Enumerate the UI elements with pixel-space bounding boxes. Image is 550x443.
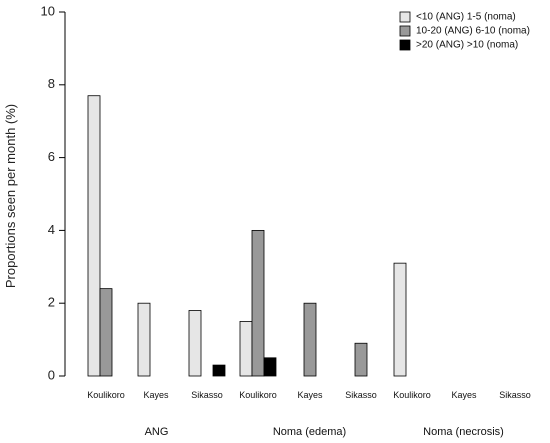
group-label: Noma (edema) xyxy=(273,426,346,438)
y-tick-label: 10 xyxy=(41,3,55,18)
y-tick-label: 6 xyxy=(48,149,55,164)
legend-entry: >20 (ANG) >10 (noma) xyxy=(416,40,518,51)
legend-swatch xyxy=(399,25,411,37)
bar-noma-edema--koulikoro-s3 xyxy=(263,357,277,377)
bar-ang-koulikoro-s2 xyxy=(99,288,113,377)
legend-swatch xyxy=(399,39,411,51)
subgroup-label: Kayes xyxy=(143,390,169,400)
bar-ang-koulikoro-s1 xyxy=(87,95,101,377)
legend-entry: 10-20 (ANG) 6-10 (noma) xyxy=(416,26,530,37)
subgroup-label: Sikasso xyxy=(345,390,377,400)
subgroup-label: Kayes xyxy=(297,390,323,400)
subgroup-label: Koulikoro xyxy=(87,390,125,400)
subgroup-label: Sikasso xyxy=(499,390,531,400)
subgroup-label: Koulikoro xyxy=(239,390,277,400)
bar-noma-edema--koulikoro-s2 xyxy=(251,229,265,377)
y-tick-label: 4 xyxy=(48,222,55,237)
bars xyxy=(87,95,407,377)
legend-entry: <10 (ANG) 1-5 (noma) xyxy=(416,12,516,23)
bar-noma-edema--kayes-s2 xyxy=(303,302,317,377)
subgroup-label: Kayes xyxy=(451,390,477,400)
bar-noma-edema--sikasso-s2 xyxy=(354,342,368,377)
y-tick-label: 8 xyxy=(48,76,55,91)
group-label: Noma (necrosis) xyxy=(423,426,504,438)
y-tick-label: 2 xyxy=(48,295,55,310)
subgroup-label: Koulikoro xyxy=(393,390,431,400)
bar-noma-necrosis--koulikoro-s1 xyxy=(393,262,407,377)
axes: 0 2 4 6 8 10 xyxy=(41,3,66,382)
x-axis-labels: Koulikoro Kayes Sikasso ANG Koulikoro Kayes Si… xyxy=(87,390,531,438)
y-axis-label: Proportions seen per month (%) xyxy=(3,104,18,288)
bar-ang-sikasso-s3 xyxy=(212,364,226,377)
bar-ang-kayes-s1 xyxy=(137,302,151,377)
y-tick-label: 0 xyxy=(48,367,55,382)
legend-swatch xyxy=(399,11,411,23)
bar-noma-edema--koulikoro-s1 xyxy=(239,320,253,377)
group-label: ANG xyxy=(145,426,169,438)
bar-ang-sikasso-s1 xyxy=(188,310,202,377)
subgroup-label: Sikasso xyxy=(191,390,223,400)
legend: <10 (ANG) 1-5 (noma) 10-20 (ANG) 6-10 (no… xyxy=(399,11,530,51)
